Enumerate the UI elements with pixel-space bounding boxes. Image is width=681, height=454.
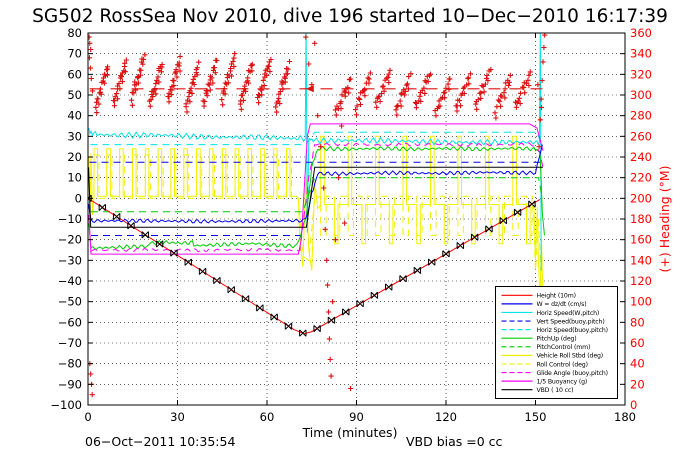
y-tick-label-left: −20 <box>58 233 82 247</box>
y-tick-label-left: 30 <box>67 129 82 143</box>
vbd-bias-note: VBD bias =0 cc <box>406 434 503 449</box>
y-tick-label-right: 220 <box>630 171 652 185</box>
axis-tick-labels: 0 30 60 90 120 150 180−100−90−80−70−60−50−40−3… <box>50 26 652 424</box>
y-tick-label-left: −90 <box>58 377 82 391</box>
heading-plus-markers <box>88 33 548 398</box>
y-tick-label-left: −100 <box>50 398 82 412</box>
x-tick-label: 150 <box>525 410 547 424</box>
data-series-group <box>88 33 545 337</box>
series-w-dz-dt-cm-s- <box>88 144 543 224</box>
series-horiz-speed-w-pitch- <box>88 33 542 271</box>
x-tick-label: 30 <box>170 410 185 424</box>
legend-item-label: Horiz Speed(W,pitch) <box>537 310 600 317</box>
y-tick-label-right: 140 <box>630 253 652 267</box>
legend-item-label: Vehicle Roll Stbd (deg) <box>537 353 604 360</box>
y-tick-label-right: 360 <box>630 26 652 40</box>
right-y-axis-label: (+) Heading (°M) <box>657 166 672 273</box>
legend-frame <box>495 286 618 399</box>
legend-item-label: PitchUp (deg) <box>537 336 577 343</box>
legend-item-label: VBD ( 10 cc) <box>537 387 574 394</box>
legend-box: Height (10m)W = dz/dt (cm/s) Horiz Speed(… <box>495 286 618 399</box>
y-tick-label-left: −10 <box>58 212 82 226</box>
legend-item-label: Vert Speed(buoy,pitch) <box>537 318 605 325</box>
y-tick-label-right: 40 <box>630 357 645 371</box>
y-tick-label-right: 340 <box>630 47 652 61</box>
y-tick-label-right: 120 <box>630 274 652 288</box>
y-tick-label-right: 180 <box>630 212 652 226</box>
y-tick-label-left: 60 <box>67 67 82 81</box>
y-tick-label-left: −50 <box>58 295 82 309</box>
axis-ticks <box>87 32 626 406</box>
legend-item-label: 1/5 Buoyancy (g) <box>537 378 588 385</box>
series-glide-angle-buoy-pitch- <box>90 142 544 253</box>
y-tick-label-left: 10 <box>67 171 82 185</box>
y-tick-label-right: 0 <box>630 398 637 412</box>
legend-item-label: W = dz/dt (cm/s) <box>537 301 587 308</box>
series-roll-control-deg- <box>89 154 542 290</box>
y-tick-label-left: −40 <box>58 274 82 288</box>
series-vbd-10-cc- <box>88 166 543 228</box>
x-tick-label: 0 <box>84 410 91 424</box>
y-tick-label-right: 320 <box>630 67 652 81</box>
legend-item-label: Roll Control (deg) <box>537 361 588 368</box>
legend-item-label: PitchControl (mm) <box>537 344 591 351</box>
series-vehicle-roll-stbd-deg- <box>88 135 544 298</box>
series-horiz-speed-buoy-pitch- <box>90 131 542 146</box>
y-tick-label-left: 0 <box>75 191 82 205</box>
y-tick-label-right: 240 <box>630 150 652 164</box>
y-tick-label-right: 260 <box>630 129 652 143</box>
x-tick-label: 180 <box>614 410 636 424</box>
y-tick-label-left: 70 <box>67 47 82 61</box>
legend-item-label: Horiz Speed(buoy,pitch) <box>537 327 608 334</box>
series-pitchup-deg- <box>88 145 545 251</box>
y-tick-label-left: −30 <box>58 253 82 267</box>
y-tick-label-left: 50 <box>67 88 82 102</box>
x-tick-label: 90 <box>349 410 364 424</box>
y-tick-label-left: 40 <box>67 109 82 123</box>
y-tick-label-right: 280 <box>630 109 652 123</box>
y-tick-label-left: −80 <box>58 357 82 371</box>
y-tick-label-right: 200 <box>630 191 652 205</box>
y-tick-label-right: 160 <box>630 233 652 247</box>
y-tick-label-left: 20 <box>67 150 82 164</box>
heading-markers-group <box>88 33 548 398</box>
depth-markers <box>88 194 536 337</box>
legend-item-label: Height (10m) <box>537 293 576 300</box>
series-1-5-buoyancy-g- <box>88 123 544 255</box>
y-tick-label-left: 80 <box>67 26 82 40</box>
y-tick-label-left: −70 <box>58 336 82 350</box>
y-tick-label-right: 80 <box>630 315 645 329</box>
y-tick-label-left: −60 <box>58 315 82 329</box>
y-tick-label-right: 100 <box>630 295 652 309</box>
y-tick-label-right: 300 <box>630 88 652 102</box>
y-tick-label-right: 20 <box>630 377 645 391</box>
x-tick-label: 60 <box>260 410 275 424</box>
creation-timestamp: 06−Oct−2011 10:35:54 <box>85 434 235 449</box>
legend-item-label: Glide Angle (buoy,pitch) <box>537 370 608 377</box>
y-tick-label-right: 60 <box>630 336 645 350</box>
x-axis-label: Time (minutes) <box>302 425 398 440</box>
x-tick-label: 120 <box>435 410 457 424</box>
plot-title: SG502 RossSea Nov 2010, dive 196 started… <box>32 6 668 27</box>
